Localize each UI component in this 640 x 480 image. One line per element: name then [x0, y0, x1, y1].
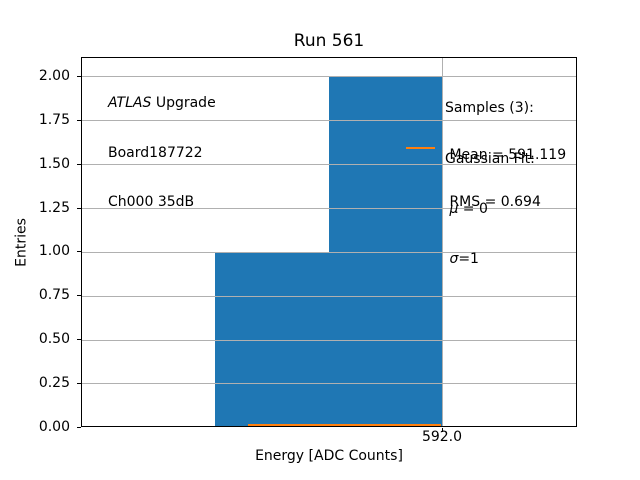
mu-symbol: μ	[445, 201, 459, 217]
plot-title: Run 561	[293, 31, 365, 51]
fit-legend: Gaussian Fit: μ = 0 σ=1	[445, 118, 535, 300]
gridline-y-1.00	[82, 252, 576, 253]
gridline-y-1.75	[82, 120, 576, 121]
y-tick-mark-2.00	[77, 76, 81, 77]
y-tick-mark-0.75	[77, 295, 81, 296]
fit-line-legend-key	[406, 147, 435, 149]
channel-annotation: Ch000 35dB	[108, 194, 195, 210]
plot-area: ATLAS Upgrade Board187722 Ch000 35dB Sam…	[81, 57, 577, 427]
x-tick-mark-592	[442, 428, 443, 432]
samples-header: Samples (3):	[445, 100, 534, 116]
sigma-rest: =1	[458, 251, 479, 267]
gridline-y-1.25	[82, 208, 576, 209]
histogram-bar-2	[328, 76, 442, 426]
y-tick-mark-1.50	[77, 164, 81, 165]
rms-value: RMS = 0.694	[445, 193, 541, 210]
sigma-value: σ=1	[445, 250, 535, 268]
y-tick-label: 1.50	[38, 156, 70, 172]
y-tick-mark-0.00	[77, 427, 81, 428]
gridline-y-0.75	[82, 296, 576, 297]
mu-value: μ = 0	[445, 200, 535, 218]
y-tick-mark-0.50	[77, 339, 81, 340]
mu-rest: = 0	[458, 201, 488, 217]
mean-value: Mean = 591.119	[445, 146, 567, 163]
gaussian-fit-line	[248, 424, 441, 426]
stats-legend: Samples (3): Mean = 591.119 RMS = 0.694	[445, 69, 566, 241]
board-annotation: Board187722	[108, 144, 203, 161]
gridline-y-2.00	[82, 76, 576, 77]
histogram-bar-1	[215, 252, 329, 426]
y-tick-label: 0.75	[38, 287, 70, 303]
gridline-y-1.50	[82, 164, 576, 165]
gridline-y-0.25	[82, 383, 576, 384]
x-tick-label: 592.0	[421, 429, 463, 445]
gridline-x-592	[442, 58, 443, 426]
y-tick-label: 0.50	[38, 331, 70, 347]
y-tick-mark-0.25	[77, 383, 81, 384]
y-tick-mark-1.00	[77, 251, 81, 252]
y-tick-label: 1.25	[38, 200, 70, 216]
y-tick-mark-1.75	[77, 120, 81, 121]
sigma-symbol: σ	[445, 251, 459, 267]
y-tick-label: 0.25	[38, 375, 70, 391]
y-tick-mark-1.25	[77, 208, 81, 209]
y-tick-label: 1.00	[38, 243, 70, 259]
atlas-annotation: ATLAS Upgrade Board187722 Ch000 35dB	[108, 63, 216, 244]
y-tick-label: 2.00	[38, 68, 70, 84]
atlas-upgrade-text: Upgrade	[151, 95, 216, 111]
y-tick-label: 0.00	[38, 419, 70, 435]
y-tick-label: 1.75	[38, 112, 70, 128]
x-axis-label: Energy [ADC Counts]	[255, 448, 403, 464]
atlas-italic-text: ATLAS	[108, 95, 152, 111]
fit-header: Gaussian Fit:	[445, 151, 535, 167]
gridline-y-0.50	[82, 340, 576, 341]
atlas-annotation-line1: ATLAS Upgrade	[108, 95, 216, 113]
